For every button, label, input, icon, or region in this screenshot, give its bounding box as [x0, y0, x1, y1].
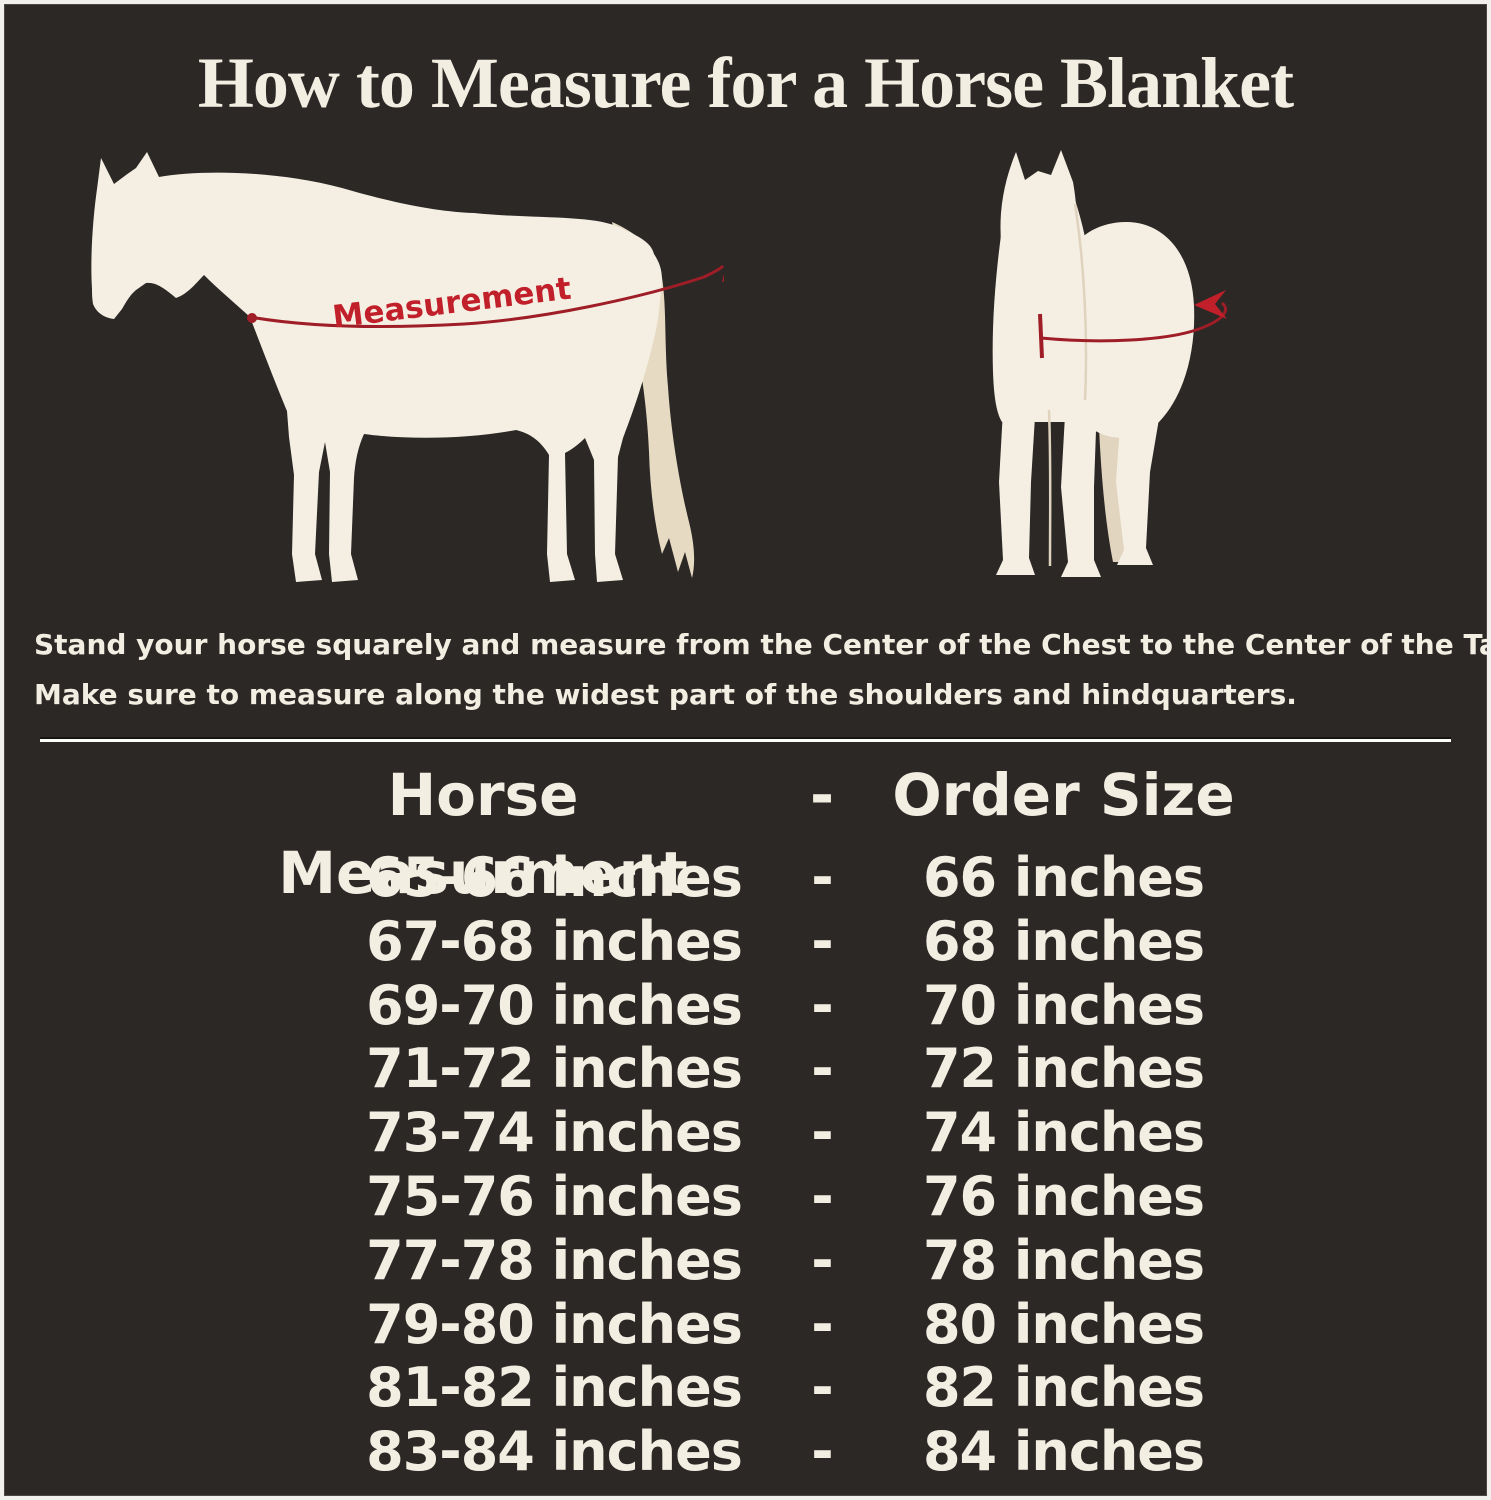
size-table-rows: 65-66 inches - 66 inches 67-68 inches - …	[4, 846, 1487, 1484]
row-separator: -	[811, 846, 833, 909]
horse-measurement-value: 77-78 inches	[366, 1228, 743, 1292]
row-separator: -	[811, 1037, 833, 1101]
table-row: 73-74 inches - 74 inches	[4, 1101, 1487, 1165]
horse-measurement-value: 73-74 inches	[366, 1101, 743, 1165]
row-separator: -	[811, 1228, 833, 1292]
order-size-value: 84 inches	[922, 1420, 1205, 1484]
row-separator: -	[811, 1356, 833, 1420]
side-horse-silhouette: Measurement	[91, 152, 724, 582]
header-horse-measurement: Horse Measurment	[278, 761, 688, 907]
horse-measurement-value: 67-68 inches	[366, 909, 743, 973]
row-separator: -	[811, 1420, 833, 1484]
horse-measurement-value: 65-66 inches	[366, 846, 743, 909]
header-order-size: Order Size	[892, 761, 1235, 829]
front-horse-silhouette	[992, 150, 1227, 577]
section-divider	[40, 737, 1451, 742]
row-separator: -	[811, 1164, 833, 1228]
order-size-value: 82 inches	[922, 1356, 1205, 1420]
order-size-value: 76 inches	[922, 1164, 1205, 1228]
table-row: 77-78 inches - 78 inches	[4, 1228, 1487, 1293]
horse-measurement-value: 71-72 inches	[366, 1037, 743, 1101]
table-row: 75-76 inches - 76 inches	[4, 1164, 1487, 1229]
instructions-line2: Make sure to measure along the widest pa…	[34, 678, 1297, 711]
instructions-line1: Stand your horse squarely and measure fr…	[34, 628, 1491, 661]
order-size-value: 78 inches	[922, 1228, 1205, 1292]
horse-front-leg-right	[1061, 397, 1101, 577]
girth-arrow-head	[1194, 290, 1227, 319]
row-separator: -	[811, 909, 833, 973]
table-row: 79-80 inches - 80 inches	[4, 1292, 1487, 1357]
order-size-value: 74 inches	[922, 1101, 1205, 1165]
order-size-value: 68 inches	[922, 909, 1205, 973]
horse-measurement-value: 75-76 inches	[366, 1164, 743, 1228]
horse-body	[91, 152, 662, 582]
order-size-value: 80 inches	[922, 1292, 1205, 1356]
table-row: 65-66 inches - 66 inches	[4, 846, 1487, 910]
table-row: 83-84 inches - 84 inches	[4, 1420, 1487, 1484]
order-size-value: 66 inches	[922, 846, 1205, 909]
horse-measurement-value: 83-84 inches	[366, 1420, 743, 1484]
horse-measurement-value: 81-82 inches	[366, 1356, 743, 1420]
horse-measurement-value: 79-80 inches	[366, 1292, 743, 1356]
measurement-arc	[249, 264, 724, 328]
girth-arrow-line	[1040, 301, 1227, 343]
horse-crease-lines	[1047, 203, 1088, 567]
measurement-start-mark	[247, 313, 257, 323]
row-separator: -	[811, 1292, 833, 1356]
table-row: 67-68 inches - 68 inches	[4, 909, 1487, 974]
horse-measurement-value: 69-70 inches	[366, 973, 743, 1037]
header-separator: -	[809, 761, 835, 829]
order-size-value: 70 inches	[922, 973, 1205, 1037]
horse-hind-leg	[1116, 397, 1161, 565]
table-row: 69-70 inches - 70 inches	[4, 973, 1487, 1038]
order-size-value: 72 inches	[922, 1037, 1205, 1101]
horse-head	[1000, 150, 1077, 301]
table-row: 81-82 inches - 82 inches	[4, 1356, 1487, 1420]
size-table-header: Horse Measurment - Order Size	[4, 756, 1487, 907]
horse-front-leg-left	[996, 392, 1036, 575]
table-row: 71-72 inches - 72 inches	[4, 1037, 1487, 1101]
instructions-text: Stand your horse squarely and measure fr…	[34, 620, 1491, 720]
page-title: How to Measure for a Horse Blanket	[197, 43, 1294, 123]
row-separator: -	[811, 973, 833, 1037]
girth-arrow-tick	[1038, 313, 1044, 359]
size-table: Horse Measurment - Order Size 65-66 inch…	[4, 756, 1487, 1484]
row-separator: -	[811, 1101, 833, 1165]
